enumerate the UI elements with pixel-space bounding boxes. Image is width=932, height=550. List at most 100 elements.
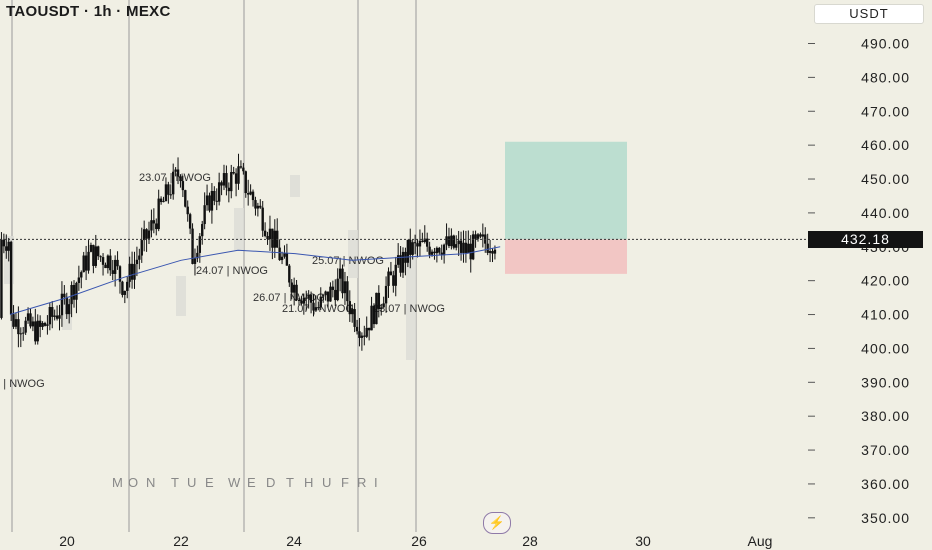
- candle-body[interactable]: [375, 292, 378, 325]
- candle-body[interactable]: [89, 244, 93, 252]
- candle-body[interactable]: [382, 303, 385, 308]
- candle-body[interactable]: [321, 295, 325, 297]
- candle-body[interactable]: [205, 195, 209, 206]
- candle-body[interactable]: [389, 271, 393, 276]
- candle-body[interactable]: [12, 314, 15, 327]
- candle-body[interactable]: [72, 284, 76, 300]
- candle-body[interactable]: [351, 309, 354, 315]
- candle-body[interactable]: [75, 282, 78, 300]
- candle-body[interactable]: [406, 239, 410, 263]
- candle-body[interactable]: [326, 291, 330, 302]
- candle-body[interactable]: [401, 251, 405, 273]
- candle-body[interactable]: [271, 228, 274, 248]
- candle-body[interactable]: [302, 297, 306, 304]
- candle-body[interactable]: [370, 305, 373, 331]
- candle-body[interactable]: [338, 268, 342, 279]
- candle-body[interactable]: [336, 278, 339, 301]
- candle-body[interactable]: [249, 191, 252, 195]
- candle-body[interactable]: [14, 319, 18, 327]
- candle-body[interactable]: [19, 333, 23, 335]
- candle-body[interactable]: [493, 249, 497, 254]
- candle-body[interactable]: [343, 281, 347, 294]
- candle-body[interactable]: [80, 272, 83, 278]
- candle-body[interactable]: [97, 246, 100, 257]
- candle-body[interactable]: [435, 247, 439, 254]
- candle-body[interactable]: [273, 230, 276, 248]
- candle-body[interactable]: [51, 307, 54, 317]
- candle-body[interactable]: [84, 255, 88, 271]
- candle-body[interactable]: [455, 244, 458, 248]
- candle-body[interactable]: [445, 236, 448, 245]
- candle-body[interactable]: [58, 315, 61, 319]
- candle-body[interactable]: [230, 172, 233, 192]
- candle-body[interactable]: [317, 307, 320, 309]
- candle-body[interactable]: [208, 195, 211, 211]
- candle-body[interactable]: [462, 242, 465, 253]
- candle-body[interactable]: [237, 166, 240, 184]
- candle-body[interactable]: [99, 256, 102, 258]
- candle-body[interactable]: [135, 259, 139, 265]
- candle-body[interactable]: [17, 319, 20, 335]
- candle-body[interactable]: [428, 246, 431, 255]
- candle-body[interactable]: [138, 255, 141, 260]
- candle-body[interactable]: [140, 240, 143, 256]
- candle-body[interactable]: [101, 257, 105, 265]
- candle-body[interactable]: [358, 331, 361, 338]
- candle-body[interactable]: [251, 191, 255, 201]
- candle-body[interactable]: [476, 234, 480, 239]
- candle-body[interactable]: [409, 239, 412, 255]
- candle-body[interactable]: [106, 255, 110, 269]
- candle-body[interactable]: [254, 200, 257, 209]
- candle-body[interactable]: [77, 277, 81, 283]
- candle-body[interactable]: [440, 252, 443, 256]
- candle-body[interactable]: [179, 176, 182, 182]
- candle-body[interactable]: [459, 240, 463, 253]
- candle-body[interactable]: [94, 246, 97, 266]
- candle-body[interactable]: [53, 315, 56, 317]
- candle-body[interactable]: [312, 302, 315, 311]
- candle-body[interactable]: [67, 304, 71, 315]
- candle-body[interactable]: [261, 207, 264, 231]
- candle-body[interactable]: [82, 255, 85, 273]
- candle-body[interactable]: [491, 250, 494, 254]
- candle-body[interactable]: [471, 234, 475, 260]
- candle-body[interactable]: [285, 253, 289, 266]
- candle-body[interactable]: [145, 229, 148, 239]
- candle-body[interactable]: [488, 250, 492, 253]
- candle-body[interactable]: [418, 240, 422, 247]
- candle-body[interactable]: [227, 187, 231, 192]
- candle-body[interactable]: [438, 247, 441, 253]
- candle-body[interactable]: [486, 243, 489, 253]
- candle-body[interactable]: [365, 327, 368, 337]
- candle-body[interactable]: [387, 271, 390, 286]
- candle-body[interactable]: [172, 171, 175, 195]
- candle-body[interactable]: [222, 173, 226, 186]
- candle-body[interactable]: [109, 255, 112, 271]
- candle-body[interactable]: [111, 270, 114, 274]
- candle-body[interactable]: [309, 294, 313, 303]
- candle-body[interactable]: [169, 194, 172, 196]
- candle-body[interactable]: [263, 230, 267, 236]
- candle-body[interactable]: [305, 297, 308, 299]
- candle-body[interactable]: [92, 244, 95, 266]
- candle-body[interactable]: [186, 206, 189, 215]
- candle-body[interactable]: [203, 205, 206, 225]
- candle-body[interactable]: [234, 173, 238, 184]
- candle-body[interactable]: [300, 300, 303, 304]
- candle-body[interactable]: [24, 320, 27, 333]
- candle-body[interactable]: [43, 322, 47, 326]
- candle-body[interactable]: [268, 228, 272, 240]
- candle-body[interactable]: [113, 259, 117, 274]
- candle-body[interactable]: [217, 182, 221, 202]
- candle-body[interactable]: [246, 193, 250, 195]
- candle-body[interactable]: [41, 322, 44, 327]
- candle-body[interactable]: [353, 309, 356, 327]
- candle-body[interactable]: [411, 242, 414, 255]
- candle-body[interactable]: [331, 286, 335, 290]
- candle-body[interactable]: [34, 321, 37, 342]
- candle-body[interactable]: [452, 235, 456, 248]
- candle-body[interactable]: [128, 263, 131, 282]
- candle-body[interactable]: [118, 266, 122, 282]
- candle-body[interactable]: [396, 255, 400, 265]
